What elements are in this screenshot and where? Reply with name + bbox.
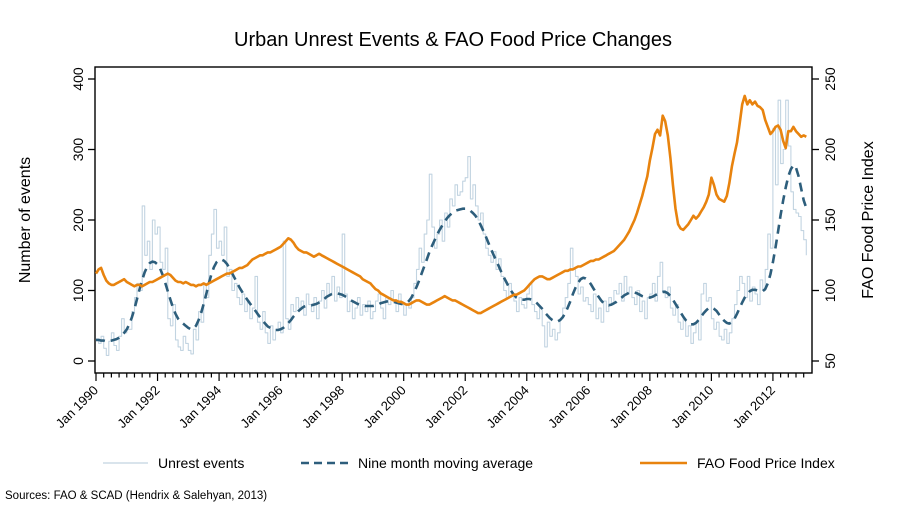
- y-right-tick-label: 150: [822, 208, 838, 232]
- series-line-unrest-events: [96, 99, 807, 356]
- axis-ticks: 0 100 200 300 400 50 100 150 200 250 Jan 1990 Jan 1…: [53, 67, 838, 431]
- series-lines: [94, 94, 808, 356]
- y-right-tick-label: 100: [822, 279, 838, 303]
- y-axis-right-title: FAO Food Price Index: [860, 141, 877, 298]
- y-axis-left-title: Number of events: [17, 157, 34, 283]
- y-right-tick-label: 50: [822, 353, 838, 369]
- x-tick-label: Jan 2000: [360, 383, 408, 431]
- x-tick-label: Jan 1994: [176, 383, 224, 431]
- legend-label-moving-average: Nine month moving average: [358, 455, 533, 471]
- x-tick-label: Jan 1990: [53, 383, 101, 431]
- legend: Unrest events Nine month moving average …: [103, 455, 835, 471]
- y-left-tick-label: 200: [70, 208, 86, 232]
- series-line-fao-food-price-index: [94, 94, 807, 315]
- legend-item-unrest-events: Unrest events: [103, 455, 244, 471]
- legend-item-fao-index: FAO Food Price Index: [640, 455, 835, 471]
- x-tick-label: Jan 2010: [668, 383, 716, 431]
- x-tick-label: Jan 2002: [422, 383, 470, 431]
- plot-frame: [94, 66, 813, 374]
- x-tick-label: Jan 1992: [114, 383, 162, 431]
- y-left-tick-label: 0: [70, 357, 86, 365]
- chart-title: Urban Unrest Events & FAO Food Price Cha…: [234, 29, 672, 51]
- x-tick-label: Jan 2008: [607, 383, 655, 431]
- y-left-tick-label: 300: [70, 138, 86, 162]
- legend-item-moving-average: Nine month moving average: [301, 455, 533, 471]
- x-tick-label: Jan 1996: [237, 383, 285, 431]
- y-right-tick-label: 250: [822, 67, 838, 91]
- y-right-tick-label: 200: [822, 138, 838, 162]
- x-tick-label: Jan 2012: [730, 383, 778, 431]
- x-tick-label: Jan 1998: [299, 383, 347, 431]
- legend-label-unrest-events: Unrest events: [158, 455, 244, 471]
- legend-label-fao-index: FAO Food Price Index: [697, 455, 835, 471]
- series-line-nine-month-moving-average: [96, 163, 808, 343]
- y-left-tick-label: 100: [70, 279, 86, 303]
- source-note: Sources: FAO & SCAD (Hendrix & Salehyan,…: [5, 490, 267, 502]
- x-tick-label: Jan 2006: [545, 383, 593, 431]
- x-tick-label: Jan 2004: [483, 383, 531, 431]
- y-left-tick-label: 400: [70, 67, 86, 91]
